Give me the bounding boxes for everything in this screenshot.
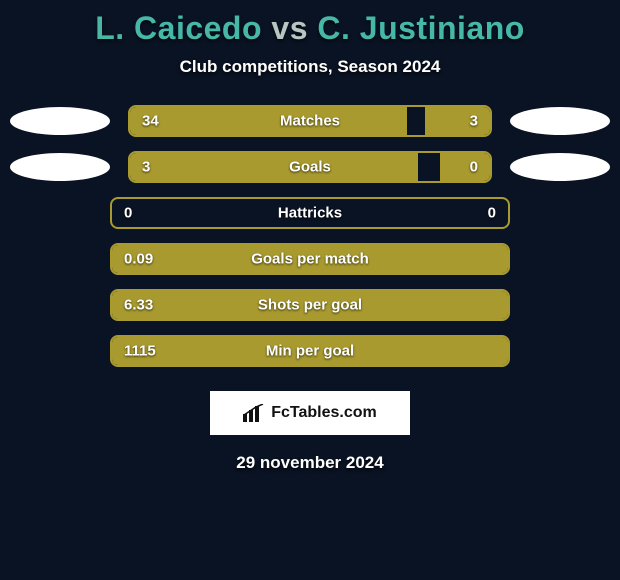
right-value: 0 [470, 159, 478, 176]
stat-row: 3 0 Goals [10, 151, 610, 183]
chart-icon [243, 404, 265, 422]
bar-fill-right [440, 153, 490, 181]
vs-separator: vs [271, 10, 308, 46]
bar-fill-right [425, 107, 490, 135]
stat-label: Matches [280, 113, 340, 130]
stat-row: 0.09 Goals per match [10, 243, 610, 275]
fctables-logo: FcTables.com [210, 391, 410, 435]
right-value: 3 [470, 113, 478, 130]
date-caption: 29 november 2024 [0, 453, 620, 473]
player1-name: L. Caicedo [95, 10, 262, 46]
player2-name: C. Justiniano [317, 10, 524, 46]
stat-row: 0 0 Hattricks [10, 197, 610, 229]
stat-label: Goals [289, 159, 331, 176]
stat-rows: 34 3 Matches 3 0 Goals 0 0 Hattricks 0.09 Goals pe… [0, 105, 620, 367]
left-value: 0.09 [124, 251, 153, 268]
stat-label: Goals per match [251, 251, 369, 268]
bar-fill-left [130, 107, 407, 135]
stat-row: 1115 Min per goal [10, 335, 610, 367]
left-value: 34 [142, 113, 159, 130]
stat-bar: 0.09 Goals per match [110, 243, 510, 275]
stat-bar: 6.33 Shots per goal [110, 289, 510, 321]
subtitle: Club competitions, Season 2024 [0, 57, 620, 77]
right-value: 0 [488, 205, 496, 222]
logo-text: FcTables.com [271, 404, 377, 422]
comparison-infographic: L. Caicedo vs C. Justiniano Club competi… [0, 0, 620, 580]
left-value: 1115 [124, 343, 156, 360]
stat-bar: 1115 Min per goal [110, 335, 510, 367]
page-title: L. Caicedo vs C. Justiniano [0, 10, 620, 47]
stat-bar: 34 3 Matches [128, 105, 492, 137]
stat-bar: 0 0 Hattricks [110, 197, 510, 229]
bar-fill-left [130, 153, 418, 181]
left-value: 6.33 [124, 297, 153, 314]
stat-label: Hattricks [278, 205, 342, 222]
player1-badge [10, 153, 110, 181]
stat-label: Min per goal [266, 343, 354, 360]
left-value: 0 [124, 205, 132, 222]
stat-row: 34 3 Matches [10, 105, 610, 137]
player2-badge [510, 107, 610, 135]
player2-badge [510, 153, 610, 181]
stat-label: Shots per goal [258, 297, 362, 314]
stat-row: 6.33 Shots per goal [10, 289, 610, 321]
player1-badge [10, 107, 110, 135]
stat-bar: 3 0 Goals [128, 151, 492, 183]
left-value: 3 [142, 159, 150, 176]
